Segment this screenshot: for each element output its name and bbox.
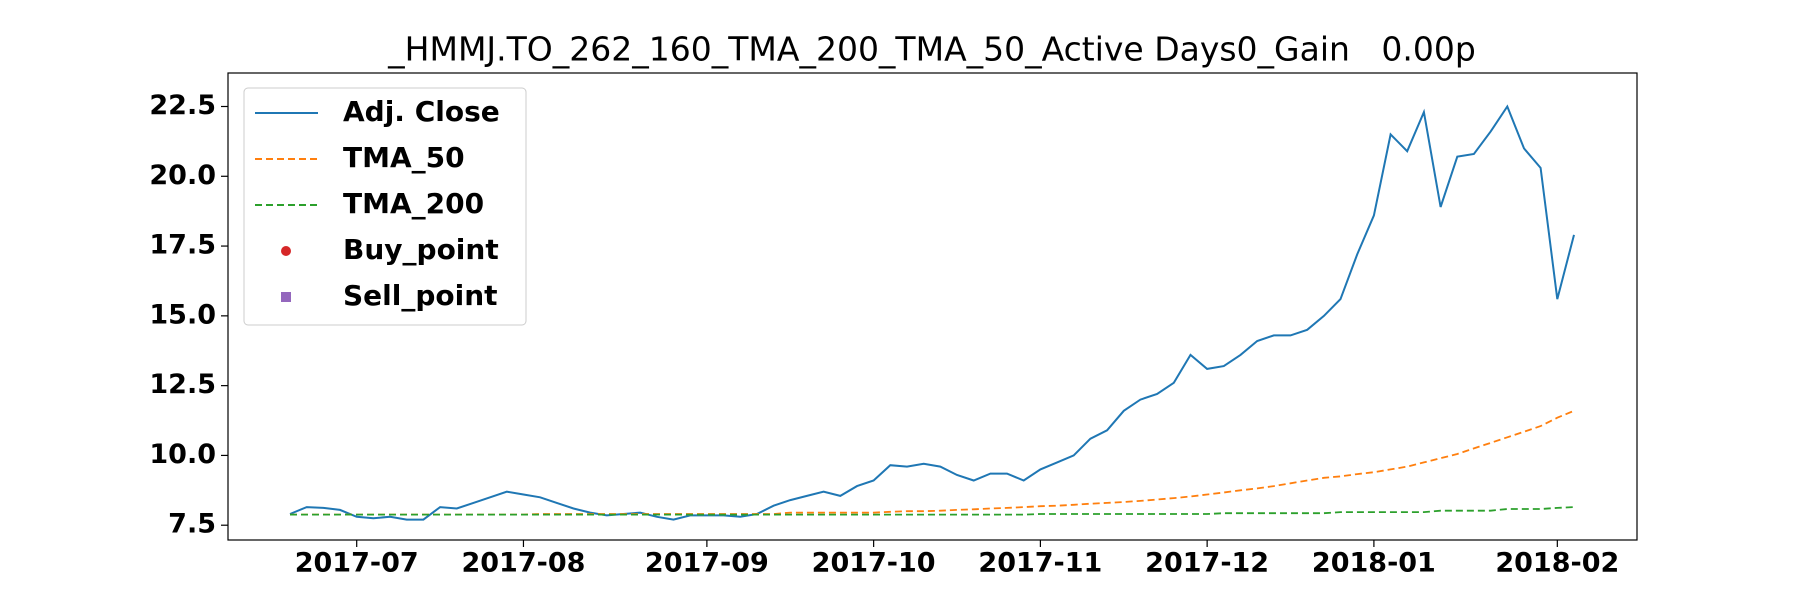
y-tick-label: 22.5 xyxy=(149,90,216,121)
legend-box xyxy=(243,87,527,326)
y-tick-label: 15.0 xyxy=(149,299,216,330)
x-tick-label: 2017-09 xyxy=(645,548,769,579)
chart-title: _HMMJ.TO_262_160_TMA_200_TMA_50_Active D… xyxy=(387,30,1476,69)
x-tick-label: 2018-01 xyxy=(1312,548,1436,579)
legend-label: Adj. Close xyxy=(343,95,500,128)
x-tick-label: 2017-10 xyxy=(812,548,936,579)
series-line xyxy=(289,104,1575,521)
y-tick-label: 17.5 xyxy=(149,230,216,261)
x-tick-label: 2017-08 xyxy=(461,548,585,579)
x-tick-label: 2017-07 xyxy=(295,548,419,579)
legend-label: Sell_point xyxy=(343,279,498,312)
legend-marker xyxy=(281,246,291,256)
plot-frame xyxy=(227,72,1638,541)
x-tick-label: 2018-02 xyxy=(1495,548,1619,579)
legend-label: TMA_50 xyxy=(343,141,465,174)
y-tick-label: 10.0 xyxy=(149,439,216,470)
y-tick-label: 12.5 xyxy=(149,369,216,400)
legend-label: TMA_200 xyxy=(343,187,484,220)
x-tick-label: 2017-12 xyxy=(1145,548,1269,579)
series-line xyxy=(290,506,1575,516)
legend-marker xyxy=(281,292,291,302)
x-tick-label: 2017-11 xyxy=(978,548,1102,579)
legend-label: Buy_point xyxy=(343,233,499,266)
y-tick-label: 7.5 xyxy=(168,509,216,540)
y-tick-label: 20.0 xyxy=(149,160,216,191)
